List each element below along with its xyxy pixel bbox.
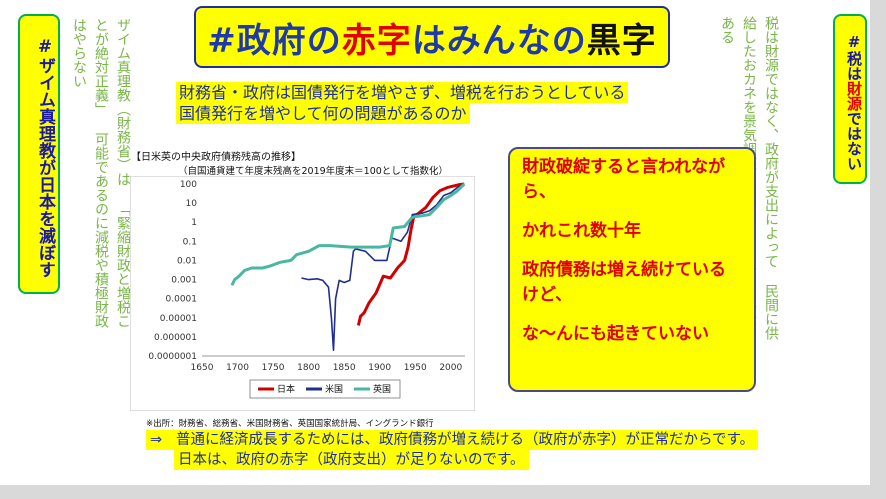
right-note-line: 税は財源ではなく、政府が支出によって (763, 16, 779, 268)
conclusion-text: ⇒ 普通に経済成長するためには、政府債務が増え続ける（政府が赤字）が正常だからで… (146, 430, 759, 470)
legend-box (249, 379, 401, 399)
chart-title: 【日米英の中央政府債務残高の推移】 (131, 152, 301, 163)
title-part2: 赤字 (341, 20, 412, 61)
x-tick-label: 1650 (191, 363, 214, 373)
conclusion-line2: 日本は、政府の赤字（政府支出）が足りないのです。 (174, 450, 529, 470)
y-tick-label: 0.001 (171, 276, 197, 286)
slide-title: #政府の 赤字 はみんなの 黒字 (194, 6, 670, 68)
callout-line: な〜んにも起きていない (522, 324, 709, 344)
y-tick-label: 0.00001 (160, 314, 197, 324)
question-line2: 国債発行を増やして何の問題があるのか (176, 103, 470, 124)
title-part1: #政府の (207, 20, 342, 61)
y-tick-label: 1 (191, 218, 197, 228)
callout-line: 政府債務は増え続けているけど、 (522, 260, 726, 305)
right-badge-part2: 財源 (845, 81, 863, 111)
series-line-0 (356, 182, 465, 326)
legend-label: 英国 (373, 383, 391, 395)
legend-label: 米国 (325, 383, 343, 395)
title-part4: 黒字 (586, 20, 657, 61)
legend-label: 日本 (277, 383, 295, 395)
right-badge-part3: ではない (845, 111, 863, 171)
left-note-line: 「緊縮財政と増税ことが絶対正義」 (93, 18, 131, 328)
left-note: ザイム真理教（財務省）は 「緊縮財政と増税ことが絶対正義」 可能であるのに減税や… (68, 18, 134, 328)
y-tick-label: 0.01 (177, 256, 197, 266)
x-tick-label: 1900 (368, 363, 391, 373)
y-tick-label: 0.0001 (166, 295, 198, 305)
left-hashtag-badge: #ザイム真理教が日本を滅ぼす (18, 14, 60, 294)
left-note-line: 可能であるのに減税や積極財政はやらない (71, 18, 109, 328)
chart-subtitle: （自国通貨建て年度末残高を2019年度末＝100として指数化） (178, 166, 449, 177)
y-tick-label: 10 (186, 199, 198, 209)
title-part3: はみんなの (411, 20, 587, 61)
callout-line: かれこれ数十年 (522, 221, 641, 241)
debt-chart: 100 10 1 0.1 0.01 0.001 0.0001 0.00001 0.000001 0… (130, 176, 475, 411)
left-note-line: ザイム真理教（財務省）は (115, 18, 131, 186)
right-badge-part1: #税は (845, 33, 863, 81)
arrow-icon: ⇒ (150, 432, 163, 448)
y-tick-label: 100 (180, 180, 197, 190)
x-tick-label: 1850 (333, 363, 356, 373)
series-line-2 (230, 182, 466, 286)
callout-box: 財政破綻すると言われながら、 かれこれ数十年 政府債務は増え続けているけど、 な… (508, 147, 756, 392)
x-tick-label: 1700 (226, 363, 249, 373)
question-line1: 財務省・政府は国債発行を増やさず、増税を行おうとしている (176, 82, 629, 103)
source-note: ※出所：財務省、総務省、米国財務省、英国国家統計局、イングランド銀行 (146, 419, 434, 429)
x-tick-label: 1750 (262, 363, 285, 373)
y-tick-label: 0.000001 (154, 333, 197, 343)
x-tick-label: 1800 (297, 363, 320, 373)
y-tick-label: 0.0000001 (148, 352, 197, 362)
x-tick-label: 2000 (439, 363, 462, 373)
y-tick-label: 0.1 (183, 237, 197, 247)
slide: #政府の 赤字 はみんなの 黒字 #ザイム真理教が日本を滅ぼす ザイム真理教（財務省）… (0, 0, 870, 485)
left-badge-text: #ザイム真理教が日本を滅ぼす (35, 36, 55, 278)
series-line-1 (301, 183, 465, 351)
right-hashtag-badge: #税は財源ではない (833, 14, 867, 184)
x-tick-label: 1950 (404, 363, 427, 373)
question-text: 財務省・政府は国債発行を増やさず、増税を行おうとしている 国債発行を増やして何の… (176, 82, 629, 124)
conclusion-line1: 普通に経済成長するためには、政府債務が増え続ける（政府が赤字）が正常だからです。 (175, 432, 755, 448)
callout-line: 財政破綻すると言われながら、 (522, 157, 726, 202)
